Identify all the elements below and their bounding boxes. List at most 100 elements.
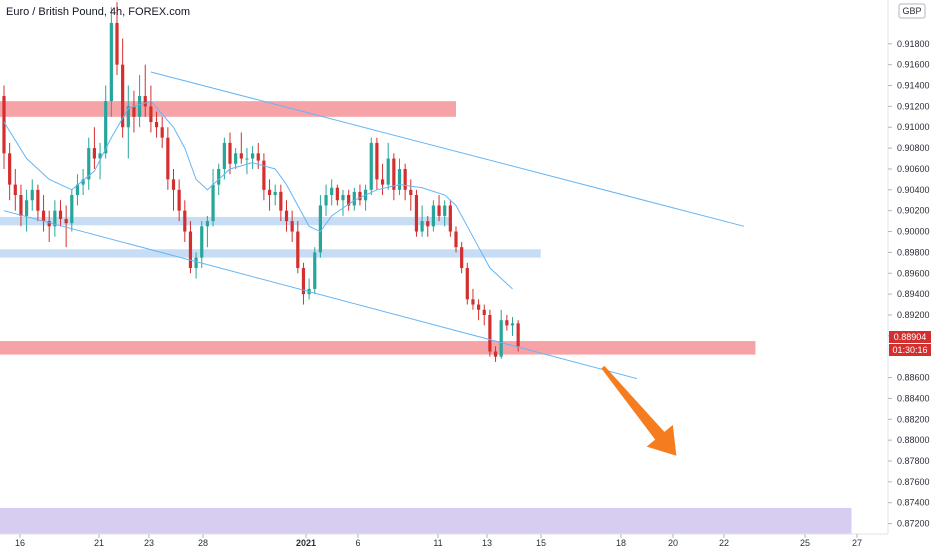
candle-body: [143, 95, 147, 107]
candle-body: [335, 187, 339, 201]
y-tick-label: 0.88600: [897, 373, 930, 383]
candle-body: [160, 127, 164, 138]
candle-body: [183, 210, 187, 232]
candle-body: [460, 247, 464, 269]
candle-body: [205, 221, 209, 227]
candle-body: [87, 148, 91, 180]
candle-body: [437, 205, 441, 216]
y-tick-label: 0.87800: [897, 456, 930, 466]
x-tick-label: 16: [15, 538, 25, 548]
y-tick-label: 0.87400: [897, 498, 930, 508]
candle-body: [234, 153, 238, 164]
moving-average-line: [3, 100, 513, 290]
candle-body: [482, 309, 486, 315]
candle-body: [262, 160, 266, 190]
y-tick-label: 0.88200: [897, 414, 930, 424]
currency-badge[interactable]: [898, 3, 926, 19]
candle-body: [2, 95, 6, 154]
candle-body: [36, 189, 40, 211]
channel-upper-line[interactable]: [150, 71, 745, 227]
candle-body: [505, 320, 509, 326]
candle-body: [25, 200, 29, 216]
candle-body: [420, 221, 424, 232]
candle-body: [488, 314, 492, 352]
candle-body: [318, 205, 322, 253]
candle-body: [471, 299, 475, 305]
candle-body: [138, 95, 142, 117]
zone-1: [0, 216, 451, 226]
candle-body: [284, 210, 289, 222]
candle-body: [369, 142, 373, 190]
candle-body: [64, 219, 68, 224]
y-tick-label: 0.90400: [897, 185, 930, 195]
x-tick-label: 13: [482, 538, 492, 548]
y-tick-label: 0.90200: [897, 206, 930, 216]
x-tick-label: 21: [94, 538, 104, 548]
candle-body: [75, 184, 80, 196]
y-tick-label: 0.91400: [897, 81, 930, 91]
zone-3: [0, 341, 756, 355]
y-tick-label: 0.89400: [897, 289, 930, 299]
candle-body: [256, 153, 260, 161]
candle-body: [301, 268, 306, 295]
candle-body: [516, 323, 520, 347]
candle-body: [510, 323, 515, 326]
y-tick-label: 0.89200: [897, 310, 930, 320]
candle-body: [8, 153, 12, 185]
y-tick-label: 0.89600: [897, 268, 930, 278]
candle-body: [211, 184, 215, 222]
currency-label: GBP: [902, 6, 921, 16]
candle-body: [358, 191, 362, 201]
candle-body: [104, 101, 108, 154]
y-tick-label: 0.87600: [897, 477, 930, 487]
candle-body: [239, 153, 243, 159]
y-tick-label: 0.90600: [897, 164, 930, 174]
zone-2: [0, 249, 541, 258]
candle-body: [493, 351, 498, 357]
chart-title: Euro / British Pound, 4h, FOREX.com: [6, 6, 190, 18]
timer-tag-label: 01:30:16: [892, 345, 927, 355]
forecast-arrow[interactable]: [601, 365, 677, 456]
candle-body: [448, 205, 452, 232]
candle-body: [41, 210, 46, 222]
candle-body: [222, 142, 226, 169]
x-tick-label: 25: [800, 538, 810, 548]
candle-body: [92, 148, 96, 159]
channel-lower-line[interactable]: [3, 210, 637, 380]
x-tick-label: 6: [355, 538, 360, 548]
candle-body: [251, 153, 255, 159]
candle-body: [386, 158, 390, 185]
price-tag: [889, 331, 931, 343]
candle-body: [347, 195, 351, 206]
candle-body: [171, 179, 176, 190]
candle-body: [188, 231, 193, 269]
x-tick-label: 22: [719, 538, 729, 548]
x-tick-label: 20: [668, 538, 678, 548]
candle-body: [392, 158, 396, 190]
x-tick-label: 28: [198, 538, 208, 548]
price-tag-label: 0.88904: [894, 332, 927, 342]
candle-body: [217, 168, 221, 185]
x-tick-label: 23: [144, 538, 154, 548]
candle-body: [279, 191, 283, 211]
candle-body: [375, 142, 379, 180]
y-tick-label: 0.88000: [897, 435, 930, 445]
candle-body: [245, 158, 249, 160]
candle-body: [341, 195, 345, 201]
y-tick-label: 0.91600: [897, 60, 930, 70]
zone-4: [0, 507, 852, 534]
x-tick-label: 2021: [296, 538, 316, 548]
candle-body: [273, 191, 277, 196]
x-tick-label: 27: [852, 538, 862, 548]
x-tick-label: 11: [433, 538, 442, 548]
candle-body: [380, 179, 385, 185]
y-tick-label: 0.91800: [897, 39, 930, 49]
candle-body: [154, 122, 159, 128]
x-tick-label: 18: [616, 538, 626, 548]
candle-body: [47, 221, 51, 227]
y-tick-label: 0.88400: [897, 393, 930, 403]
candle-body: [115, 22, 119, 65]
timer-tag: [889, 344, 931, 356]
